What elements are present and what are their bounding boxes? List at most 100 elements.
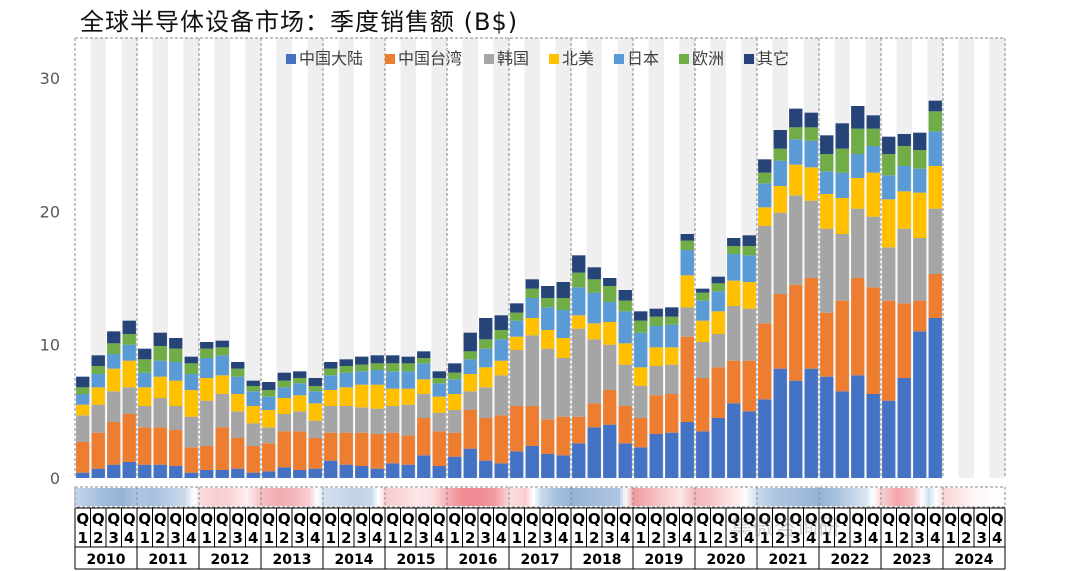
quarter-letter: Q [712, 510, 725, 528]
heat-cell [248, 488, 252, 506]
bar-segment [432, 412, 446, 432]
bar-segment [603, 322, 617, 345]
heat-cell [400, 488, 404, 506]
heat-cell [454, 488, 458, 506]
bar-segment [835, 123, 849, 149]
quarter-letter: Q [262, 510, 275, 528]
bar-segment [541, 330, 555, 349]
legend-label: 日本 [627, 49, 659, 68]
bar-segment [138, 359, 152, 373]
bar-segment [572, 443, 586, 478]
bar-segment [386, 432, 400, 464]
bar-segment [727, 280, 741, 306]
bar-segment [773, 294, 787, 369]
heat-cell [583, 488, 587, 506]
bar-segment [355, 407, 369, 433]
bar-segment [107, 422, 121, 465]
bar-segment [339, 372, 353, 388]
bar-segment [758, 172, 772, 184]
bar-segment [432, 378, 446, 384]
bar-segment [277, 398, 291, 414]
bar-segment [742, 360, 756, 412]
heat-cell [297, 488, 301, 506]
quarter-letter: Q [867, 510, 880, 528]
heat-cell [103, 488, 107, 506]
bar-segment [587, 323, 601, 340]
bar-segment [866, 128, 880, 146]
bar-segment [541, 454, 555, 478]
quarter-letter: Q [92, 510, 105, 528]
bar-segment [634, 367, 648, 386]
quarter-letter: Q [836, 510, 849, 528]
bar-segment [727, 246, 741, 254]
heat-cell [224, 488, 228, 506]
heat-cell [596, 488, 600, 506]
heat-cell [726, 488, 729, 506]
heat-cell [968, 488, 972, 506]
bar-segment [556, 416, 570, 456]
heat-cell [669, 488, 673, 506]
heat-cell [168, 488, 171, 506]
bar-segment [882, 175, 896, 200]
heat-cell [865, 488, 869, 506]
bar-segment [200, 358, 214, 378]
quarter-number: 4 [558, 529, 568, 547]
heat-cell [385, 488, 388, 506]
bar-segment [789, 380, 803, 478]
bar-segment [510, 320, 524, 337]
bar-segment [649, 366, 663, 396]
heat-cell [175, 488, 179, 506]
bar-segment [215, 427, 229, 470]
legend-label: 欧洲 [692, 49, 724, 68]
bar-segment [386, 463, 400, 478]
bar-segment [184, 390, 198, 417]
heat-cell [281, 488, 285, 506]
quarter-letter: Q [851, 510, 864, 528]
heat-cell [258, 488, 262, 506]
bar-segment [494, 339, 508, 361]
bar-segment [835, 172, 849, 198]
bar-segment [851, 178, 865, 209]
bar-segment [184, 416, 198, 448]
bar-segment [572, 328, 586, 417]
bar-segment [308, 468, 322, 478]
heat-cell [702, 488, 706, 506]
bar-segment [851, 106, 865, 129]
heat-cell [315, 488, 319, 506]
heat-cell [304, 488, 308, 506]
bar-segment [107, 331, 121, 344]
heat-cell [98, 488, 102, 506]
bar-segment [773, 130, 787, 149]
quarter-number: 1 [636, 529, 646, 547]
quarter-number: 2 [527, 529, 537, 547]
quarter-letter: Q [402, 510, 415, 528]
heat-cell [852, 488, 856, 506]
bar-segment [510, 350, 524, 406]
bar-segment [758, 183, 772, 208]
bar-segment [882, 247, 896, 301]
bar-segment [370, 408, 384, 434]
bar-segment [525, 406, 539, 446]
legend-swatch [484, 54, 494, 64]
heat-cell [509, 488, 512, 506]
heat-cell [268, 488, 272, 506]
bar-segment [122, 344, 136, 361]
heat-cell [431, 488, 435, 506]
bar-segment [122, 334, 136, 345]
bar-segment [680, 336, 694, 422]
bar-segment [339, 406, 353, 433]
heat-cell [465, 488, 469, 506]
bar-segment [91, 355, 105, 366]
bar-segment [417, 418, 431, 456]
quarter-letter: Q [278, 510, 291, 528]
heat-cell [328, 488, 332, 506]
bar-segment [804, 112, 818, 128]
heat-cell [981, 488, 985, 506]
bar-segment [494, 360, 508, 376]
bar-segment [138, 387, 152, 406]
bar-segment [200, 378, 214, 401]
bar-segment [758, 159, 772, 173]
quarter-number: 1 [326, 529, 336, 547]
heat-cell [733, 488, 737, 506]
heat-cell [607, 488, 611, 506]
